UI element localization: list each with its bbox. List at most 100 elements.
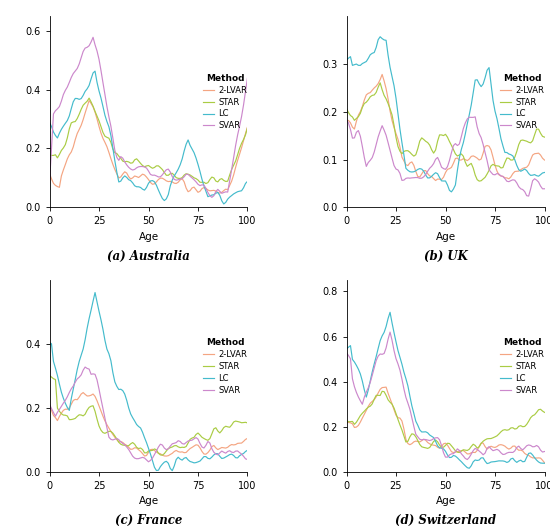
SVAR: [60, 400, 67, 407]
STAR: [159, 452, 166, 458]
Line: SVAR: SVAR: [346, 117, 544, 196]
Line: 2-LVAR: 2-LVAR: [346, 74, 544, 181]
LC: [466, 112, 472, 118]
STAR: [456, 449, 463, 456]
LC: [496, 458, 502, 464]
STAR: [197, 179, 204, 186]
SVAR: [541, 186, 548, 192]
SVAR: [98, 67, 104, 74]
SVAR: [46, 180, 53, 186]
Legend: 2-LVAR, STAR, LC, SVAR: 2-LVAR, STAR, LC, SVAR: [499, 338, 544, 395]
STAR: [46, 373, 53, 379]
2-LVAR: [494, 443, 501, 449]
STAR: [244, 125, 251, 131]
2-LVAR: [432, 178, 439, 184]
STAR: [197, 432, 204, 438]
STAR: [377, 80, 383, 86]
2-LVAR: [187, 188, 194, 194]
SVAR: [436, 437, 443, 443]
2-LVAR: [139, 450, 146, 457]
LC: [98, 95, 104, 101]
Text: (a) Australia: (a) Australia: [107, 250, 190, 262]
STAR: [357, 110, 364, 117]
LC: [541, 460, 548, 466]
STAR: [541, 134, 548, 140]
LC: [92, 68, 98, 74]
SVAR: [357, 398, 364, 404]
2-LVAR: [60, 167, 67, 173]
Line: LC: LC: [346, 37, 544, 192]
SVAR: [496, 447, 502, 454]
LC: [197, 169, 204, 175]
SVAR: [244, 75, 251, 81]
Text: (d) Switzerland: (d) Switzerland: [395, 514, 496, 527]
Text: (b) UK: (b) UK: [424, 250, 468, 262]
SVAR: [472, 113, 478, 120]
SVAR: [434, 154, 441, 161]
LC: [395, 111, 402, 117]
2-LVAR: [167, 178, 174, 184]
Legend: 2-LVAR, STAR, LC, SVAR: 2-LVAR, STAR, LC, SVAR: [499, 74, 544, 130]
SVAR: [466, 454, 472, 461]
2-LVAR: [357, 109, 364, 115]
Line: STAR: STAR: [50, 98, 248, 183]
SVAR: [486, 444, 492, 450]
LC: [436, 445, 443, 451]
STAR: [486, 167, 492, 173]
SVAR: [208, 194, 215, 200]
LC: [60, 123, 67, 129]
Line: STAR: STAR: [346, 83, 544, 181]
Legend: 2-LVAR, STAR, LC, SVAR: 2-LVAR, STAR, LC, SVAR: [202, 74, 248, 130]
2-LVAR: [486, 143, 492, 149]
STAR: [139, 162, 146, 169]
2-LVAR: [244, 435, 251, 441]
LC: [466, 465, 472, 472]
STAR: [496, 163, 502, 169]
SVAR: [343, 350, 350, 356]
SVAR: [395, 361, 402, 367]
Line: 2-LVAR: 2-LVAR: [50, 393, 248, 456]
STAR: [60, 145, 67, 151]
2-LVAR: [343, 118, 350, 124]
SVAR: [387, 329, 393, 335]
STAR: [476, 178, 482, 184]
SVAR: [525, 193, 532, 199]
2-LVAR: [438, 176, 445, 183]
STAR: [541, 409, 548, 416]
LC: [486, 460, 492, 466]
2-LVAR: [484, 446, 491, 452]
LC: [139, 186, 146, 192]
STAR: [244, 420, 251, 426]
LC: [387, 309, 393, 315]
Line: SVAR: SVAR: [50, 37, 248, 197]
Line: 2-LVAR: 2-LVAR: [50, 101, 248, 193]
Line: LC: LC: [50, 293, 248, 471]
Line: STAR: STAR: [346, 391, 544, 453]
LC: [244, 178, 251, 184]
Legend: 2-LVAR, STAR, LC, SVAR: 2-LVAR, STAR, LC, SVAR: [202, 338, 248, 395]
2-LVAR: [383, 384, 389, 390]
LC: [448, 189, 455, 195]
SVAR: [187, 173, 194, 180]
LC: [357, 62, 364, 68]
SVAR: [139, 454, 146, 461]
2-LVAR: [46, 171, 53, 177]
2-LVAR: [46, 403, 53, 409]
Line: STAR: STAR: [50, 376, 248, 455]
LC: [187, 142, 194, 148]
LC: [46, 339, 53, 346]
SVAR: [167, 169, 174, 175]
STAR: [187, 172, 194, 178]
2-LVAR: [541, 460, 548, 466]
LC: [377, 33, 383, 40]
SVAR: [82, 364, 89, 370]
LC: [496, 125, 502, 131]
Line: LC: LC: [50, 71, 248, 204]
STAR: [379, 388, 386, 394]
LC: [92, 289, 98, 296]
STAR: [464, 163, 471, 170]
LC: [169, 467, 175, 474]
2-LVAR: [436, 445, 443, 452]
LC: [395, 347, 402, 354]
2-LVAR: [169, 450, 175, 456]
